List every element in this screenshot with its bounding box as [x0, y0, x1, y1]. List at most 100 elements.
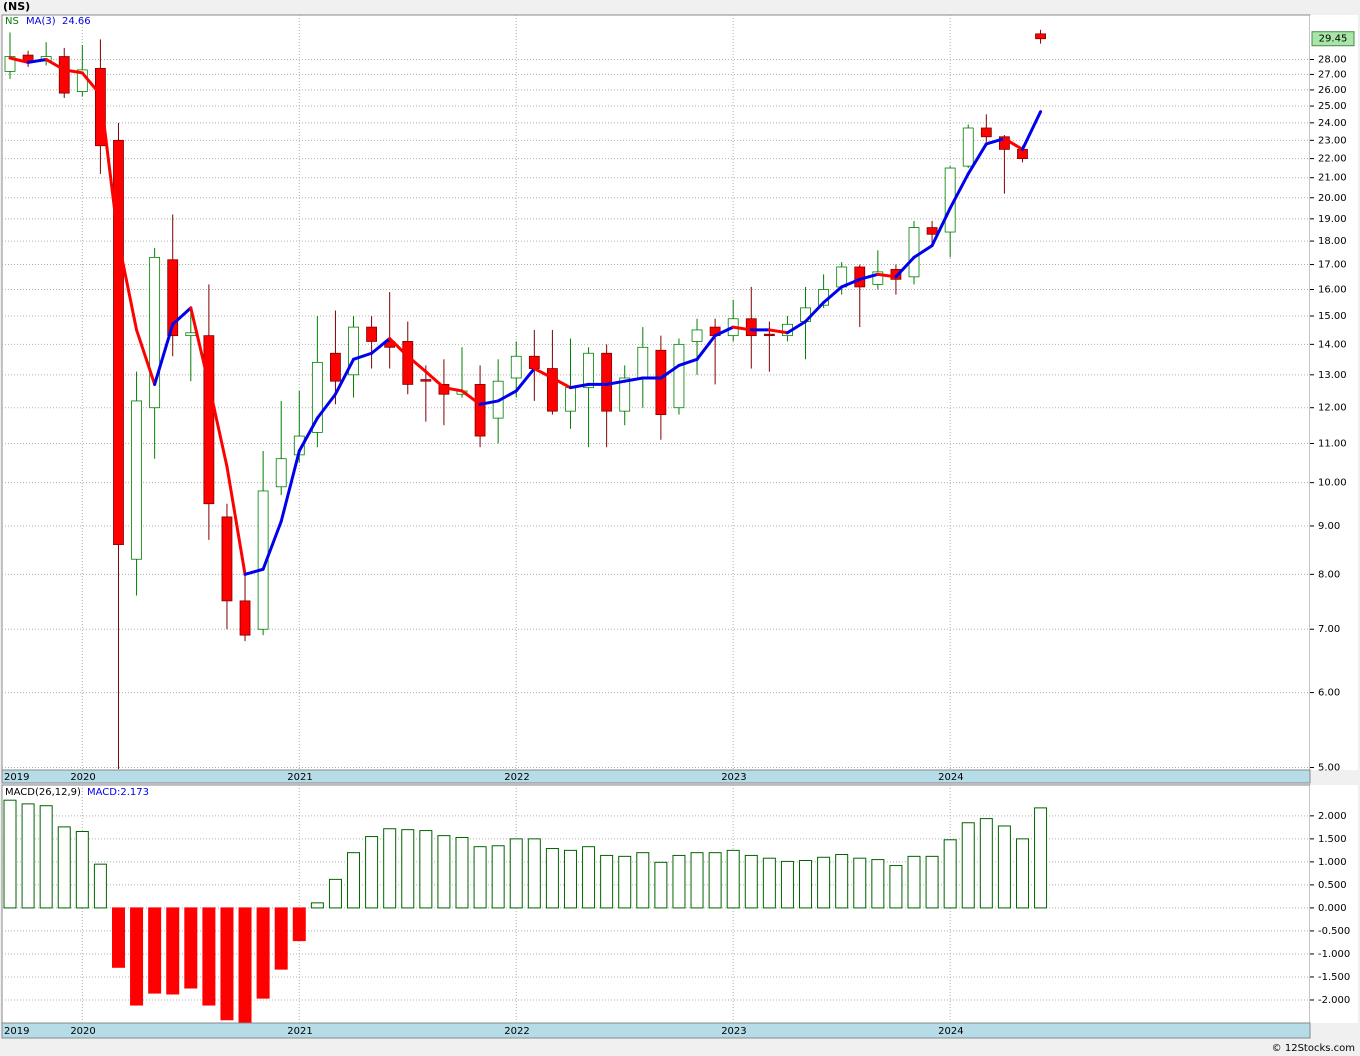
ma-segment	[605, 379, 627, 386]
ma-segment	[153, 322, 175, 386]
ma-segment	[1020, 110, 1043, 151]
x-tick-label: 2019	[4, 772, 29, 783]
y-tick-label: 12.00	[1318, 403, 1347, 414]
x-tick-label: 2024	[938, 1026, 963, 1037]
ma-segment	[116, 239, 139, 332]
ma-segment	[225, 465, 247, 576]
ma-segment	[840, 277, 862, 289]
y-tick-label: 1.000	[1318, 857, 1347, 868]
ma-segment	[207, 382, 229, 469]
macd-bar	[148, 907, 162, 994]
macd-bar	[220, 907, 234, 1021]
ma-segment	[424, 370, 446, 390]
ma-segment	[804, 301, 826, 324]
candle-body	[221, 516, 233, 602]
y-tick-label: 7.00	[1318, 624, 1340, 635]
ma-segment	[478, 399, 500, 406]
price-axis	[1310, 15, 1358, 770]
ma-segment	[496, 389, 518, 403]
macd-bar	[961, 822, 975, 909]
last-price-tag	[1311, 31, 1355, 47]
y-tick-label: 10.00	[1318, 478, 1347, 489]
ma-segment	[26, 57, 48, 64]
macd-bar	[202, 907, 216, 1006]
macd-bar	[780, 860, 794, 909]
legend-value: MACD:2.173	[87, 787, 149, 798]
y-tick-label: 1.500	[1318, 834, 1347, 845]
macd-bar	[509, 838, 523, 909]
candle-body	[239, 600, 251, 636]
macd-bar	[347, 852, 361, 909]
macd-bar	[455, 836, 469, 909]
macd-bar	[93, 863, 107, 909]
candle-body	[402, 341, 414, 385]
ma-segment	[984, 137, 1006, 146]
y-tick-label: 8.00	[1318, 569, 1340, 580]
y-tick-label: 6.00	[1318, 688, 1340, 699]
y-tick-label: -1.000	[1318, 949, 1350, 960]
candle-body	[962, 127, 974, 167]
candle-body	[113, 139, 124, 546]
macd-bar	[310, 902, 324, 909]
candle-body	[348, 326, 359, 376]
y-tick-label: 28.00	[1318, 54, 1347, 65]
x-tick-label: 2023	[721, 772, 746, 783]
macd-bar	[817, 856, 831, 909]
ma-segment	[171, 306, 193, 326]
macd-bar	[726, 849, 740, 909]
candle-body	[1035, 33, 1046, 40]
ma-segment	[568, 382, 591, 390]
candle-body	[366, 326, 378, 342]
ma-segment	[460, 389, 482, 406]
candle-body	[637, 346, 649, 379]
macd-bar	[274, 907, 288, 970]
y-tick-label: 18.00	[1318, 236, 1347, 247]
macd-bar	[238, 907, 252, 1023]
date-strip	[1, 1022, 1311, 1039]
candle-body	[311, 361, 323, 433]
y-tick-label: -2.000	[1318, 995, 1350, 1006]
x-tick-label: 2021	[287, 1026, 312, 1037]
ma-segment	[44, 57, 66, 72]
x-tick-label: 2022	[504, 772, 529, 783]
candle-body	[565, 387, 576, 412]
macd-bar	[1034, 807, 1048, 909]
macd-bar	[437, 835, 451, 909]
ma-segment	[894, 255, 916, 279]
legend-entry: MA(3)	[26, 16, 56, 27]
macd-bar	[328, 878, 342, 909]
ma-segment	[713, 325, 735, 338]
candle-body	[474, 384, 486, 437]
ma-segment	[514, 367, 536, 393]
macd-bar	[57, 826, 71, 909]
macd-bar	[401, 829, 415, 909]
macd-bar	[799, 859, 813, 909]
macd-bar	[1015, 838, 1029, 909]
macd-bar	[835, 854, 849, 909]
ma-segment	[876, 272, 898, 279]
y-tick-label: 25.00	[1318, 101, 1347, 112]
macd-bar	[979, 818, 993, 909]
macd-bar	[563, 849, 577, 909]
ma-segment	[243, 567, 265, 576]
ma-segment	[406, 354, 428, 374]
macd-bar	[383, 828, 397, 909]
y-tick-label: 16.00	[1318, 284, 1347, 295]
y-tick-label: 9.00	[1318, 521, 1340, 532]
candle-body	[926, 227, 938, 235]
candle-body	[275, 458, 287, 488]
x-tick-label: 2022	[504, 1026, 529, 1037]
ma-segment	[261, 519, 283, 571]
candle-body	[763, 333, 775, 337]
y-tick-label: 11.00	[1318, 438, 1347, 449]
macd-bar	[690, 852, 704, 909]
macd-bar	[111, 907, 125, 968]
ma-segment	[623, 376, 645, 383]
ma-segment	[8, 56, 30, 64]
x-tick-label: 2024	[938, 772, 963, 783]
ma-segment	[966, 142, 988, 176]
macd-bar	[292, 907, 306, 942]
ma-segment	[731, 325, 753, 332]
candle-body	[583, 352, 594, 389]
ma-segment	[370, 337, 392, 355]
